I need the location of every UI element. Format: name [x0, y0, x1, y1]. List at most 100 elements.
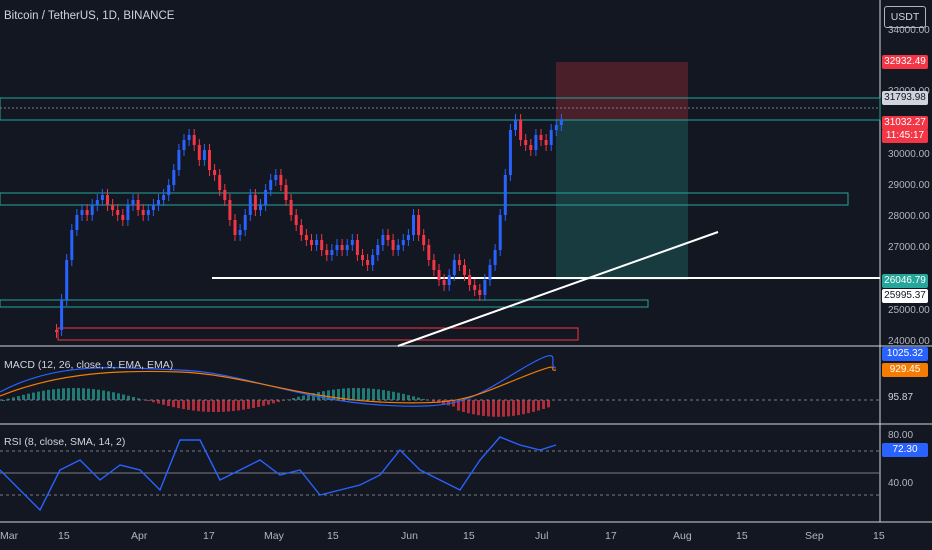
- mid-zone: [0, 192, 849, 206]
- macd-bar: [62, 388, 65, 400]
- candle: [253, 195, 257, 210]
- date-label: May: [264, 530, 284, 542]
- candle: [427, 245, 431, 260]
- candle: [478, 290, 482, 295]
- macd-bar: [462, 400, 465, 413]
- macd-bar: [212, 400, 215, 412]
- candle: [238, 230, 242, 235]
- macd-bar: [272, 400, 275, 404]
- macd-bar: [227, 400, 230, 412]
- macd-bar: [157, 400, 160, 404]
- macd-bar: [152, 400, 155, 403]
- macd-bar: [502, 400, 505, 417]
- macd-bar: [262, 400, 265, 406]
- candle: [228, 200, 232, 220]
- macd-bar: [42, 390, 45, 400]
- candle: [146, 210, 150, 215]
- macd-bar: [397, 392, 400, 400]
- candle: [345, 245, 349, 250]
- macd-bar: [377, 389, 380, 400]
- macd-bar: [292, 398, 295, 400]
- macd-bar: [167, 400, 170, 407]
- price-axis-label: 29000.00: [888, 180, 930, 191]
- macd-bar: [237, 400, 240, 411]
- rsi-line: [0, 436, 557, 512]
- price-axis-label: 34000.00: [888, 25, 930, 36]
- macd-bar: [417, 397, 420, 400]
- target-zone: [556, 120, 688, 280]
- macd-bar: [342, 388, 345, 400]
- candle: [330, 250, 334, 255]
- rsi-value-tag: 72.30: [882, 443, 928, 457]
- date-label: Apr: [131, 530, 148, 542]
- currency-button[interactable]: USDT: [884, 6, 926, 28]
- candle: [437, 270, 441, 280]
- macd-bar: [382, 390, 385, 400]
- macd-bar: [22, 394, 25, 400]
- date-label: 15: [736, 530, 748, 542]
- candle: [366, 260, 370, 265]
- trend-line: [397, 231, 719, 347]
- macd-bar: [407, 395, 410, 400]
- macd-bar: [7, 398, 10, 400]
- candle: [233, 220, 237, 235]
- candle: [325, 250, 329, 255]
- macd-bar: [542, 400, 545, 410]
- candle: [417, 215, 421, 235]
- macd-bar: [492, 400, 495, 417]
- rsi-title[interactable]: RSI (8, close, SMA, 14, 2): [4, 436, 126, 448]
- macd-bar: [32, 392, 35, 400]
- candle: [264, 190, 268, 205]
- macd-bar: [87, 388, 90, 400]
- macd-bar: [307, 394, 310, 400]
- candle: [289, 200, 293, 215]
- macd-bar: [37, 391, 40, 400]
- macd-bar: [202, 400, 205, 412]
- macd-bar: [507, 400, 510, 417]
- date-label: Jun: [401, 530, 418, 542]
- candle: [483, 280, 487, 295]
- macd-bar: [77, 388, 80, 400]
- macd-title[interactable]: MACD (12, 26, close, 9, EMA, EMA): [4, 359, 174, 371]
- date-label: Mar: [0, 530, 19, 542]
- macd-bar: [527, 400, 530, 414]
- candle: [274, 175, 278, 180]
- candle: [269, 180, 273, 190]
- macd-bar: [2, 400, 5, 401]
- macd-bar: [277, 400, 280, 403]
- candle: [167, 185, 171, 195]
- candle: [519, 120, 523, 140]
- macd-bar: [222, 400, 225, 412]
- candle: [223, 190, 227, 200]
- price-axis-label: 27000.00: [888, 242, 930, 253]
- bar-countdown: 11:45:17: [882, 129, 928, 143]
- candle: [544, 140, 548, 145]
- candle: [65, 260, 69, 300]
- symbol-title[interactable]: Bitcoin / TetherUS, 1D, BINANCE: [4, 10, 175, 22]
- candle: [473, 285, 477, 290]
- macd-bar: [147, 400, 150, 401]
- candle: [90, 205, 94, 215]
- candle: [514, 120, 517, 130]
- price-axis-label: 30000.00: [888, 149, 930, 160]
- candle: [524, 140, 528, 145]
- date-label: 15: [327, 530, 339, 542]
- candle: [508, 130, 512, 175]
- macd-bar: [332, 389, 335, 400]
- macd-bar: [82, 388, 85, 400]
- macd-bar: [317, 392, 320, 400]
- macd-bar: [337, 388, 340, 400]
- candle: [447, 275, 451, 285]
- rsi-level-label: 40.00: [888, 478, 914, 489]
- macd-bar: [52, 389, 55, 400]
- candle: [554, 125, 558, 130]
- macd-bar: [297, 396, 300, 400]
- macd-bar: [402, 393, 405, 400]
- macd-bar: [242, 400, 245, 410]
- macd-bar: [207, 400, 210, 412]
- macd-bar: [522, 400, 525, 415]
- candle: [279, 175, 283, 185]
- candle: [202, 150, 206, 160]
- candle: [310, 240, 313, 245]
